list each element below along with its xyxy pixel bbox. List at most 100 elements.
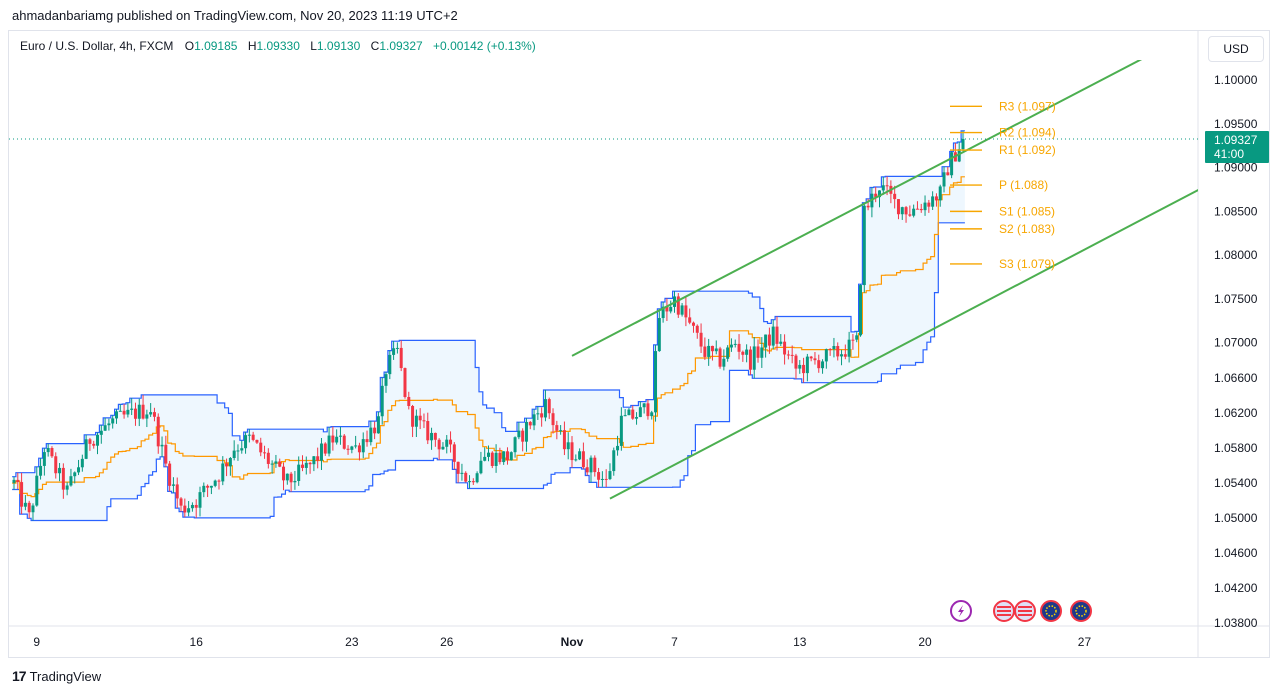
candle[interactable] [915, 201, 919, 210]
candle[interactable] [179, 497, 183, 512]
candle[interactable] [946, 166, 950, 176]
candle[interactable] [862, 202, 866, 293]
candle[interactable] [543, 389, 547, 422]
candle[interactable] [748, 346, 752, 375]
candle[interactable] [604, 469, 608, 488]
candle[interactable] [145, 409, 149, 428]
candle[interactable] [141, 394, 145, 420]
candle[interactable] [73, 471, 77, 484]
candle[interactable] [646, 399, 650, 420]
candle[interactable] [16, 472, 20, 490]
candle[interactable] [312, 455, 316, 472]
candle[interactable] [741, 350, 745, 362]
candle[interactable] [449, 431, 453, 453]
candle[interactable] [532, 409, 536, 431]
candle[interactable] [365, 430, 369, 447]
candle[interactable] [316, 447, 320, 469]
candle[interactable] [559, 425, 563, 435]
chart-frame[interactable] [8, 30, 1270, 658]
channel-lower-line[interactable] [609, 172, 1233, 500]
candle[interactable] [175, 477, 179, 509]
candle[interactable] [654, 344, 658, 422]
candle[interactable] [843, 344, 847, 360]
candle[interactable] [331, 426, 335, 451]
candle[interactable] [536, 406, 540, 420]
candle[interactable] [342, 434, 346, 450]
candle[interactable] [39, 458, 43, 480]
candle[interactable] [612, 447, 616, 476]
candle[interactable] [202, 482, 206, 498]
candle[interactable] [221, 456, 225, 486]
candle[interactable] [562, 421, 566, 456]
candle[interactable] [877, 190, 881, 208]
candle[interactable] [881, 176, 885, 195]
candle[interactable] [616, 435, 620, 456]
candle[interactable] [745, 344, 749, 363]
candle[interactable] [767, 327, 771, 354]
candle[interactable] [58, 463, 62, 482]
candle[interactable] [236, 444, 240, 461]
candle[interactable] [638, 401, 642, 418]
candle[interactable] [566, 432, 570, 460]
candle[interactable] [376, 411, 380, 434]
candle[interactable] [255, 439, 259, 445]
candle[interactable] [244, 432, 248, 454]
candle[interactable] [760, 337, 764, 368]
candle[interactable] [164, 435, 168, 467]
candle[interactable] [783, 334, 787, 365]
candle[interactable] [168, 460, 172, 492]
candle[interactable] [513, 436, 517, 458]
candle[interactable] [828, 348, 832, 356]
candle[interactable] [832, 337, 836, 358]
candle[interactable] [126, 402, 130, 418]
candle[interactable] [388, 350, 392, 380]
candle[interactable] [574, 454, 578, 462]
candle[interactable] [23, 495, 27, 511]
candle[interactable] [733, 339, 737, 348]
candle[interactable] [111, 415, 115, 429]
candle[interactable] [855, 331, 859, 343]
candle[interactable] [581, 442, 585, 469]
candle[interactable] [452, 442, 456, 470]
candle[interactable] [790, 345, 794, 364]
candle[interactable] [300, 455, 304, 472]
candle[interactable] [441, 442, 445, 450]
candle[interactable] [354, 435, 358, 449]
candle[interactable] [752, 337, 756, 379]
candle[interactable] [786, 350, 790, 360]
candle[interactable] [631, 405, 635, 420]
candle[interactable] [171, 477, 175, 493]
candle[interactable] [722, 349, 726, 371]
candle[interactable] [346, 445, 350, 455]
candle[interactable] [585, 459, 589, 476]
candle[interactable] [426, 412, 430, 445]
candle[interactable] [456, 461, 460, 483]
candle[interactable] [487, 445, 490, 462]
candle[interactable] [919, 203, 923, 213]
candle[interactable] [297, 456, 301, 486]
candle[interactable] [206, 484, 210, 497]
candle[interactable] [361, 432, 365, 459]
candle[interactable] [779, 334, 783, 346]
candle[interactable] [194, 499, 198, 518]
candle[interactable] [619, 407, 623, 451]
us-flag-icon[interactable] [1014, 600, 1036, 622]
candle[interactable] [92, 440, 96, 449]
candle[interactable] [847, 331, 851, 363]
candle[interactable] [293, 470, 297, 490]
candle[interactable] [593, 455, 597, 477]
candle[interactable] [479, 451, 483, 475]
candle[interactable] [183, 498, 187, 518]
candle[interactable] [160, 436, 164, 457]
candle[interactable] [657, 308, 661, 352]
candle[interactable] [805, 353, 809, 382]
candle[interactable] [50, 446, 54, 458]
candle[interactable] [251, 431, 255, 442]
candle[interactable] [373, 421, 377, 440]
candle[interactable] [942, 166, 946, 193]
candle[interactable] [551, 408, 555, 434]
candle[interactable] [912, 204, 916, 218]
candle[interactable] [600, 471, 604, 487]
candle[interactable] [395, 342, 399, 354]
candle[interactable] [414, 409, 418, 438]
